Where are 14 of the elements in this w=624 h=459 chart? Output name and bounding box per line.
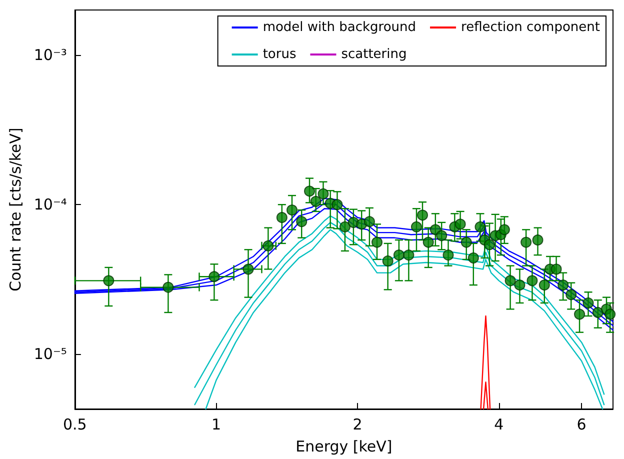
legend-label: scattering bbox=[341, 47, 407, 62]
x-axis-title: Energy [keV] bbox=[296, 438, 392, 456]
x-tick-label: 4 bbox=[494, 416, 504, 434]
y-tick-label: 10⁻⁵ bbox=[34, 345, 67, 364]
y-tick-label: 10⁻³ bbox=[34, 46, 67, 64]
legend-label: model with background bbox=[262, 20, 416, 35]
y-tick-label: 10⁻⁴ bbox=[34, 196, 67, 214]
x-tick-label: 2 bbox=[352, 416, 362, 434]
x-tick-label: 6 bbox=[576, 416, 586, 434]
x-tick-label: 1 bbox=[211, 416, 222, 434]
legend-label: torus bbox=[262, 47, 296, 62]
x-tick-label: 0.5 bbox=[62, 416, 87, 434]
y-axis-title: Count rate [cts/s/keV] bbox=[6, 128, 24, 292]
legend-label: reflection component bbox=[461, 20, 600, 35]
